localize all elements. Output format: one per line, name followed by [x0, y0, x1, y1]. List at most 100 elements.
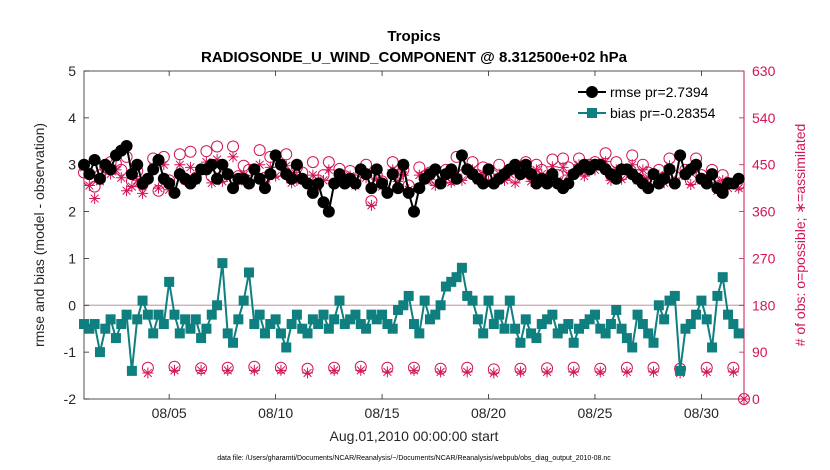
obs-assimilated-point	[413, 169, 425, 181]
bias-point	[430, 309, 441, 320]
obs-assimilated-point	[115, 172, 127, 184]
rmse-point	[562, 177, 575, 190]
bias-point	[153, 309, 164, 320]
left-tick-label: 4	[68, 110, 76, 126]
right-axis-ticks: 0 90 180 270 360 450 540 630	[738, 63, 776, 407]
chart-subtitle: RADIOSONDE_U_WIND_COMPONENT @ 8.312500e+…	[201, 49, 628, 66]
bias-point	[616, 323, 627, 334]
bias-point	[377, 309, 388, 320]
bias-point	[733, 328, 744, 339]
bias-point	[600, 328, 611, 339]
rmse-point	[642, 182, 655, 195]
rmse-point	[455, 149, 468, 162]
bias-point	[696, 295, 707, 306]
rmse-point	[290, 158, 303, 171]
rmse-point	[285, 172, 298, 185]
bias-point	[707, 342, 718, 353]
right-tick-label: 360	[752, 204, 776, 220]
bias-point	[164, 276, 175, 287]
legend-bias-symbol	[578, 108, 606, 118]
rmse-point	[445, 163, 458, 176]
left-axis-ticks: -2 -1 0 1 2 3 4 5	[64, 63, 89, 407]
obs-assimilated-point	[408, 364, 420, 376]
bias-point	[643, 328, 654, 339]
rmse-point	[163, 177, 176, 190]
series-bias	[79, 258, 744, 376]
bias-point	[621, 333, 632, 344]
rmse-point	[370, 163, 383, 176]
rmse-point	[397, 158, 410, 171]
bias-point	[435, 300, 446, 311]
obs-assimilated-point	[541, 366, 553, 378]
rmse-point	[477, 177, 490, 190]
rmse-point	[392, 182, 405, 195]
chart-title: Tropics	[387, 28, 440, 45]
obs-assimilated-point	[445, 176, 457, 188]
bias-point	[510, 323, 521, 334]
rmse-point	[647, 168, 660, 181]
y-axis-label-left: rmse and bias (model - observation)	[31, 123, 47, 347]
bias-point	[515, 337, 526, 348]
obs-assimilated-point	[626, 159, 638, 171]
bias-point	[126, 365, 137, 376]
x-axis-ticks: 08/05 08/10 08/15 08/20 08/25 08/30	[152, 71, 719, 421]
rmse-point	[152, 154, 165, 167]
x-tick-label: 08/30	[684, 405, 719, 421]
rmse-point	[205, 158, 218, 171]
rmse-point	[663, 163, 676, 176]
bias-point	[105, 314, 116, 325]
bias-point	[249, 319, 260, 330]
bias-point	[648, 337, 659, 348]
obs-assimilated-point	[461, 366, 473, 378]
legend-rmse-label: rmse pr=2.7394	[610, 84, 709, 100]
rmse-point	[78, 158, 90, 171]
obs-assimilated-point	[381, 366, 393, 378]
rmse-point	[732, 172, 745, 185]
bias-point	[291, 309, 302, 320]
rmse-point	[525, 168, 538, 181]
obs-assimilated-point	[323, 164, 335, 176]
rmse-point	[269, 149, 282, 162]
obs-assimilated-point	[206, 177, 218, 189]
rmse-point	[131, 158, 144, 171]
rmse-point	[264, 168, 277, 181]
obs-possible-point	[184, 145, 197, 158]
obs-assimilated-point	[717, 174, 729, 186]
bias-point	[212, 300, 223, 311]
x-tick-label: 08/20	[471, 405, 506, 421]
rmse-point	[243, 177, 255, 190]
bias-point	[94, 347, 105, 358]
obs-assimilated-point	[318, 174, 330, 186]
obs-assimilated-point	[392, 175, 404, 187]
bias-point	[100, 323, 111, 334]
bias-point	[701, 314, 712, 325]
rmse-point	[221, 168, 234, 181]
bias-point	[627, 342, 638, 353]
bias-point	[691, 309, 702, 320]
bias-point	[228, 337, 239, 348]
rmse-point	[248, 163, 261, 176]
bias-point	[158, 319, 169, 330]
rmse-point	[104, 163, 117, 176]
rmse-point	[333, 168, 346, 181]
bias-point	[419, 295, 430, 306]
rmse-point	[658, 172, 671, 185]
bias-point	[254, 309, 265, 320]
obs-assimilated-point	[131, 174, 143, 186]
rmse-point	[674, 149, 687, 162]
bias-point	[414, 328, 425, 339]
rmse-point	[429, 163, 442, 176]
obs-assimilated-point	[477, 169, 489, 181]
bias-point	[632, 309, 643, 320]
rmse-point	[274, 158, 287, 171]
obs-assimilated-point	[328, 364, 340, 376]
bias-point	[605, 319, 616, 330]
rmse-point	[312, 177, 325, 190]
rmse-point	[120, 139, 133, 152]
x-tick-label: 08/25	[577, 405, 612, 421]
bias-point	[675, 365, 686, 376]
bias-point	[318, 309, 329, 320]
obs-assimilated-point	[307, 169, 319, 181]
bias-point	[196, 333, 207, 344]
left-tick-label: 0	[68, 297, 76, 313]
